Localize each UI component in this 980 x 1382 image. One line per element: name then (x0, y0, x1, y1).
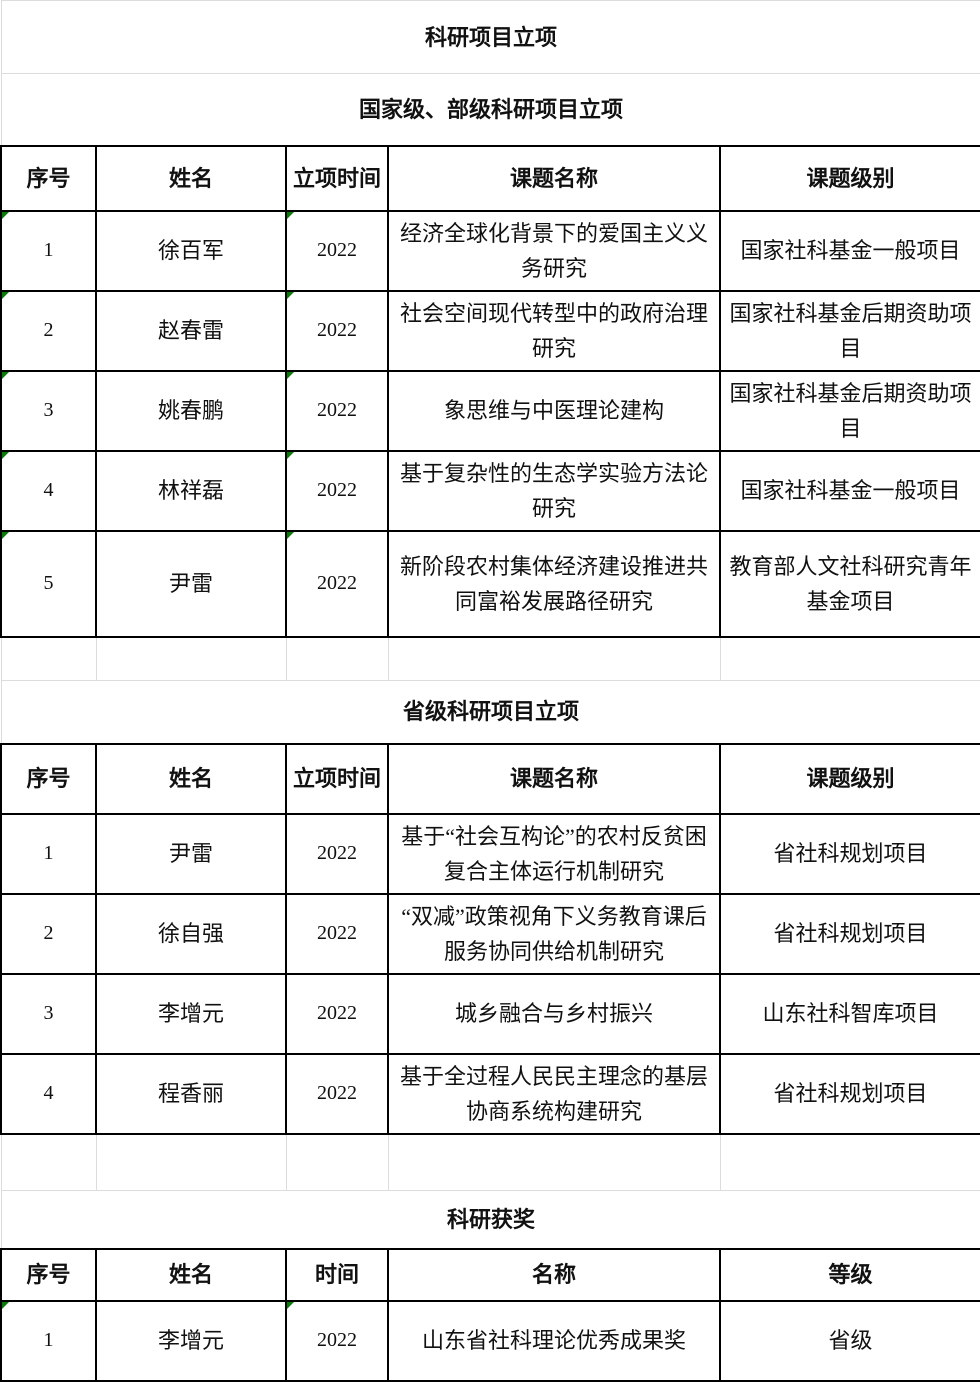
table-row: 5 尹雷 2022 新阶段农村集体经济建设推进共同富裕发展路径研究 教育部人文社科研究青… (0, 529, 980, 638)
empty-cell[interactable] (95, 1133, 287, 1191)
cell-date[interactable]: 2022 (285, 289, 389, 372)
table-row: 3 李增元 2022 城乡融合与乡村振兴 山东社科智库项目 (0, 972, 980, 1055)
column-header-title[interactable]: 课题名称 (387, 742, 721, 815)
cell-name[interactable]: 李增元 (95, 972, 287, 1055)
cell-date[interactable]: 2022 (285, 449, 389, 532)
column-header-level[interactable]: 课题级别 (718, 742, 980, 815)
cell-index[interactable]: 3 (0, 972, 97, 1055)
column-header-name[interactable]: 姓名 (95, 144, 287, 212)
empty-cell[interactable] (719, 636, 980, 681)
cell-level[interactable]: 省社科规划项目 (718, 812, 980, 895)
column-header-index[interactable]: 序号 (0, 144, 97, 212)
cell-index[interactable]: 1 (0, 1299, 97, 1382)
table-row: 4 程香丽 2022 基于全过程人民民主理念的基层协商系统构建研究 省社科规划项目 (0, 1052, 980, 1135)
table-row: 1 尹雷 2022 基于“社会互构论”的农村反贫困复合主体运行机制研究 省社科规划项目 (0, 812, 980, 895)
column-header-index[interactable]: 序号 (0, 1247, 97, 1302)
empty-cell[interactable] (387, 1133, 721, 1191)
cell-name[interactable]: 徐百军 (95, 209, 287, 292)
empty-cell[interactable] (95, 636, 287, 681)
cell-index[interactable]: 1 (0, 812, 97, 895)
section-title-national: 国家级、部级科研项目立项 (0, 73, 980, 146)
cell-level[interactable]: 省社科规划项目 (718, 1052, 980, 1135)
empty-cell[interactable] (0, 636, 97, 681)
table-row: 2 徐自强 2022 “双减”政策视角下义务教育课后服务协同供给机制研究 省社科规划项目 (0, 892, 980, 975)
cell-title[interactable]: 基于复杂性的生态学实验方法论研究 (387, 449, 721, 532)
cell-index[interactable]: 2 (0, 289, 97, 372)
cell-title[interactable]: 社会空间现代转型中的政府治理研究 (387, 289, 721, 372)
header-row: 序号 姓名 立项时间 课题名称 课题级别 (0, 144, 980, 212)
cell-name[interactable]: 尹雷 (95, 529, 287, 638)
column-header-name[interactable]: 姓名 (95, 742, 287, 815)
empty-cell[interactable] (719, 1133, 980, 1191)
cell-date[interactable]: 2022 (285, 972, 389, 1055)
cell-index[interactable]: 1 (0, 209, 97, 292)
column-header-title[interactable]: 课题名称 (387, 144, 721, 212)
cell-title[interactable]: 经济全球化背景下的爱国主义义务研究 (387, 209, 721, 292)
column-header-index[interactable]: 序号 (0, 742, 97, 815)
cell-title[interactable]: 基于“社会互构论”的农村反贫困复合主体运行机制研究 (387, 812, 721, 895)
cell-name[interactable]: 李增元 (95, 1299, 287, 1382)
empty-cell[interactable] (285, 1133, 389, 1191)
section-title-provincial: 省级科研项目立项 (0, 680, 980, 744)
cell-name[interactable]: 姚春鹏 (95, 369, 287, 452)
cell-title[interactable]: 山东省社科理论优秀成果奖 (387, 1299, 721, 1382)
cell-index[interactable]: 3 (0, 369, 97, 452)
cell-date[interactable]: 2022 (285, 892, 389, 975)
cell-date[interactable]: 2022 (285, 529, 389, 638)
table-row: 1 徐百军 2022 经济全球化背景下的爱国主义义务研究 国家社科基金一般项目 (0, 209, 980, 292)
table-row: 3 姚春鹏 2022 象思维与中医理论建构 国家社科基金后期资助项目 (0, 369, 980, 452)
sheet-title: 科研项目立项 (0, 0, 980, 74)
cell-name[interactable]: 尹雷 (95, 812, 287, 895)
cell-index[interactable]: 5 (0, 529, 97, 638)
cell-name[interactable]: 赵春雷 (95, 289, 287, 372)
cell-date[interactable]: 2022 (285, 1052, 389, 1135)
cell-name[interactable]: 林祥磊 (95, 449, 287, 532)
empty-cell[interactable] (0, 1133, 97, 1191)
table-row: 4 林祥磊 2022 基于复杂性的生态学实验方法论研究 国家社科基金一般项目 (0, 449, 980, 532)
cell-name[interactable]: 程香丽 (95, 1052, 287, 1135)
column-header-date[interactable]: 立项时间 (285, 742, 389, 815)
cell-date[interactable]: 2022 (285, 369, 389, 452)
column-header-date[interactable]: 立项时间 (285, 144, 389, 212)
cell-title[interactable]: 象思维与中医理论建构 (387, 369, 721, 452)
section-title-awards: 科研获奖 (0, 1190, 980, 1249)
empty-cell[interactable] (285, 636, 389, 681)
cell-date[interactable]: 2022 (285, 812, 389, 895)
cell-title[interactable]: “双减”政策视角下义务教育课后服务协同供给机制研究 (387, 892, 721, 975)
header-row: 序号 姓名 时间 名称 等级 (0, 1247, 980, 1302)
cell-title[interactable]: 基于全过程人民民主理念的基层协商系统构建研究 (387, 1052, 721, 1135)
cell-date[interactable]: 2022 (285, 1299, 389, 1382)
cell-level[interactable]: 国家社科基金一般项目 (718, 449, 980, 532)
cell-level[interactable]: 国家社科基金一般项目 (718, 209, 980, 292)
column-header-level[interactable]: 等级 (718, 1247, 980, 1302)
column-header-title[interactable]: 名称 (387, 1247, 721, 1302)
table-row: 1 李增元 2022 山东省社科理论优秀成果奖 省级 (0, 1299, 980, 1382)
empty-cell[interactable] (387, 636, 721, 681)
header-row: 序号 姓名 立项时间 课题名称 课题级别 (0, 742, 980, 815)
cell-index[interactable]: 2 (0, 892, 97, 975)
cell-index[interactable]: 4 (0, 449, 97, 532)
cell-index[interactable]: 4 (0, 1052, 97, 1135)
cell-level[interactable]: 国家社科基金后期资助项目 (718, 289, 980, 372)
column-header-level[interactable]: 课题级别 (718, 144, 980, 212)
cell-level[interactable]: 省社科规划项目 (718, 892, 980, 975)
cell-level[interactable]: 山东社科智库项目 (718, 972, 980, 1055)
column-header-name[interactable]: 姓名 (95, 1247, 287, 1302)
table-row: 2 赵春雷 2022 社会空间现代转型中的政府治理研究 国家社科基金后期资助项目 (0, 289, 980, 372)
cell-title[interactable]: 城乡融合与乡村振兴 (387, 972, 721, 1055)
cell-title[interactable]: 新阶段农村集体经济建设推进共同富裕发展路径研究 (387, 529, 721, 638)
cell-level[interactable]: 教育部人文社科研究青年基金项目 (718, 529, 980, 638)
cell-level[interactable]: 国家社科基金后期资助项目 (718, 369, 980, 452)
cell-name[interactable]: 徐自强 (95, 892, 287, 975)
cell-date[interactable]: 2022 (285, 209, 389, 292)
cell-level[interactable]: 省级 (718, 1299, 980, 1382)
column-header-date[interactable]: 时间 (285, 1247, 389, 1302)
